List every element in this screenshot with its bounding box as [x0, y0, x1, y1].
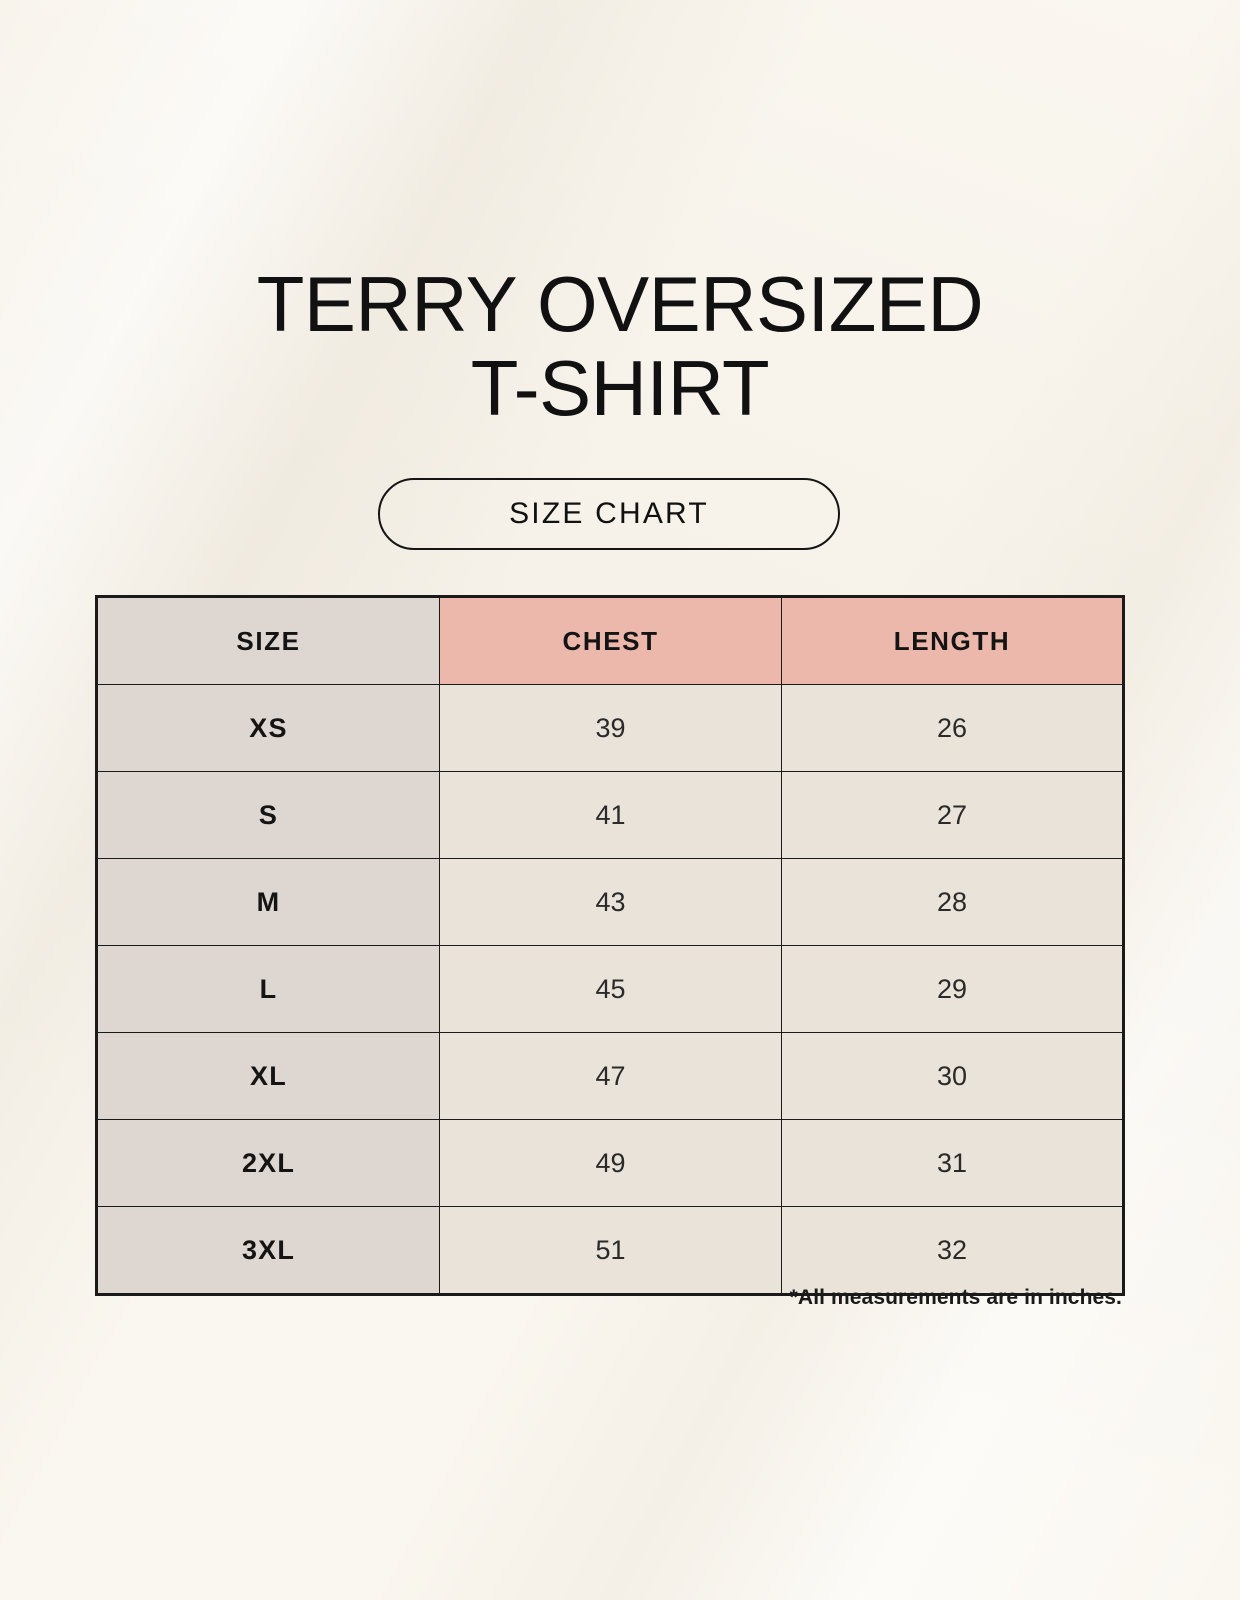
column-header-length: LENGTH	[781, 596, 1124, 685]
cell-size: S	[96, 771, 440, 859]
table-row: 2XL 49 31	[96, 1119, 1124, 1207]
cell-size: XL	[96, 1032, 440, 1120]
cell-chest: 49	[439, 1119, 782, 1207]
page-title: TERRY OVERSIZED T-SHIRT	[256, 260, 984, 432]
cell-chest: 51	[439, 1206, 782, 1295]
column-header-chest: CHEST	[439, 596, 782, 685]
cell-length: 29	[781, 945, 1124, 1033]
cell-chest: 43	[439, 858, 782, 946]
cell-length: 31	[781, 1119, 1124, 1207]
cell-size: 2XL	[96, 1119, 440, 1207]
size-chart-table-container: SIZE CHEST LENGTH XS 39 26 S 41 27 M	[95, 595, 1125, 1296]
cell-size: M	[96, 858, 440, 946]
table-row: L 45 29	[96, 945, 1124, 1033]
size-chart-table: SIZE CHEST LENGTH XS 39 26 S 41 27 M	[95, 595, 1125, 1296]
cell-chest: 45	[439, 945, 782, 1033]
table-body: XS 39 26 S 41 27 M 43 28 L 45 29	[96, 684, 1124, 1295]
size-chart-badge-label: SIZE CHART	[509, 497, 709, 530]
cell-chest: 39	[439, 684, 782, 772]
table-header: SIZE CHEST LENGTH	[96, 596, 1124, 685]
table-row: XS 39 26	[96, 684, 1124, 772]
table-row: XL 47 30	[96, 1032, 1124, 1120]
table-row: S 41 27	[96, 771, 1124, 859]
cell-length: 32	[781, 1206, 1124, 1295]
size-chart-badge: SIZE CHART	[378, 478, 840, 550]
measurement-units-note: *All measurements are in inches.	[789, 1286, 1122, 1309]
cell-chest: 47	[439, 1032, 782, 1120]
cell-length: 30	[781, 1032, 1124, 1120]
cell-length: 26	[781, 684, 1124, 772]
cell-length: 28	[781, 858, 1124, 946]
table-header-row: SIZE CHEST LENGTH	[96, 596, 1124, 685]
cell-chest: 41	[439, 771, 782, 859]
cell-size: L	[96, 945, 440, 1033]
table-row: 3XL 51 32	[96, 1206, 1124, 1295]
cell-size: XS	[96, 684, 440, 772]
cell-length: 27	[781, 771, 1124, 859]
column-header-size: SIZE	[96, 596, 440, 685]
table-row: M 43 28	[96, 858, 1124, 946]
cell-size: 3XL	[96, 1206, 440, 1295]
